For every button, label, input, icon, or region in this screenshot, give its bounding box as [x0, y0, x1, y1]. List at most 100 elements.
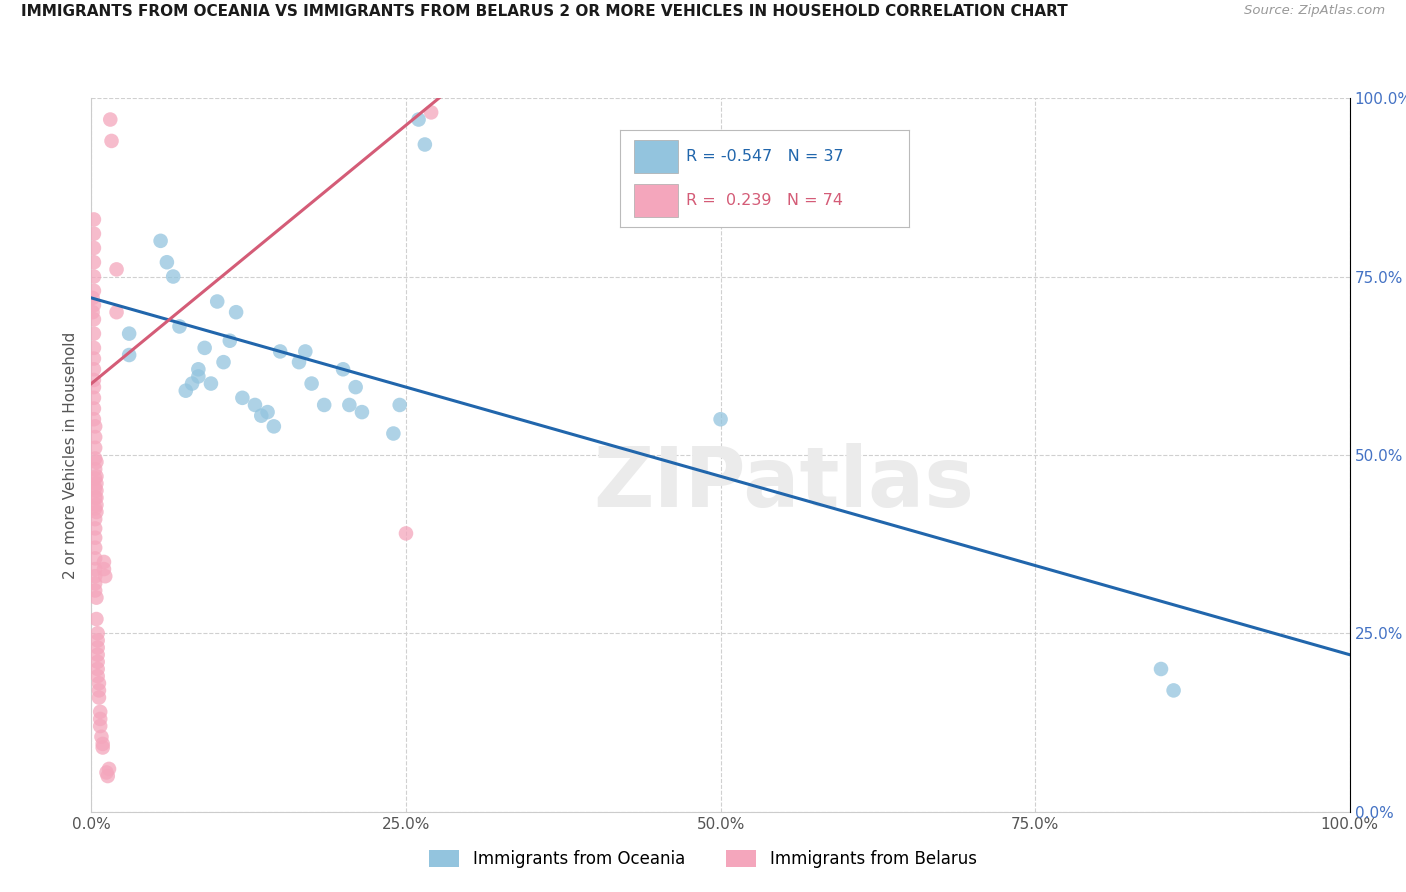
Point — [256, 405, 278, 419]
Point — [200, 376, 222, 391]
Point — [382, 426, 405, 441]
Point — [94, 569, 117, 583]
Point — [350, 405, 373, 419]
Point — [84, 569, 107, 583]
Point — [84, 512, 107, 526]
Point — [87, 683, 110, 698]
Text: ZIPatlas: ZIPatlas — [593, 443, 974, 524]
Point — [420, 105, 443, 120]
Y-axis label: 2 or more Vehicles in Household: 2 or more Vehicles in Household — [63, 331, 79, 579]
Point — [83, 269, 105, 284]
Point — [84, 551, 107, 566]
Point — [1163, 683, 1185, 698]
Point — [89, 705, 111, 719]
Point — [231, 391, 253, 405]
Point — [84, 419, 107, 434]
Point — [156, 255, 179, 269]
Point — [83, 241, 105, 255]
Point — [314, 398, 336, 412]
Point — [91, 740, 114, 755]
Point — [332, 362, 354, 376]
Point — [84, 430, 107, 444]
Point — [86, 626, 108, 640]
Point — [86, 505, 108, 519]
Point — [243, 398, 266, 412]
Point — [194, 341, 217, 355]
Point — [93, 562, 115, 576]
Point — [250, 409, 273, 423]
Legend: Immigrants from Oceania, Immigrants from Belarus: Immigrants from Oceania, Immigrants from… — [420, 842, 986, 877]
Point — [344, 380, 367, 394]
Point — [263, 419, 285, 434]
Point — [86, 591, 108, 605]
Point — [118, 348, 141, 362]
Point — [187, 369, 209, 384]
Point — [89, 719, 111, 733]
Point — [83, 373, 105, 387]
Point — [83, 255, 105, 269]
Point — [337, 398, 360, 412]
Point — [86, 483, 108, 498]
Point — [83, 212, 105, 227]
Point — [86, 491, 108, 505]
Point — [84, 471, 107, 485]
Point — [388, 398, 411, 412]
Point — [86, 640, 108, 655]
Point — [83, 284, 105, 298]
Point — [1150, 662, 1173, 676]
Point — [83, 412, 105, 426]
Point — [82, 291, 104, 305]
Point — [408, 112, 430, 127]
Point — [83, 326, 105, 341]
Point — [86, 455, 108, 469]
Point — [169, 319, 191, 334]
Point — [83, 391, 105, 405]
Point — [84, 521, 107, 535]
Point — [118, 326, 141, 341]
Point — [105, 305, 128, 319]
Point — [413, 137, 436, 152]
Point — [90, 730, 112, 744]
Point — [105, 262, 128, 277]
Point — [97, 769, 120, 783]
Point — [83, 312, 105, 326]
Point — [174, 384, 197, 398]
Point — [100, 134, 122, 148]
Point — [212, 355, 235, 369]
Point — [98, 762, 121, 776]
Point — [86, 662, 108, 676]
Point — [86, 612, 108, 626]
Point — [86, 498, 108, 512]
Point — [87, 676, 110, 690]
Point — [181, 376, 204, 391]
Point — [91, 737, 114, 751]
Point — [96, 765, 118, 780]
Point — [83, 227, 105, 241]
Text: Source: ZipAtlas.com: Source: ZipAtlas.com — [1244, 4, 1385, 18]
Point — [86, 469, 108, 483]
Point — [84, 462, 107, 476]
Point — [84, 576, 107, 591]
Point — [269, 344, 291, 359]
Point — [86, 655, 108, 669]
Point — [84, 481, 107, 495]
Point — [225, 305, 247, 319]
Point — [149, 234, 172, 248]
Point — [87, 690, 110, 705]
Point — [84, 531, 107, 545]
Point — [84, 562, 107, 576]
Point — [288, 355, 311, 369]
Text: IMMIGRANTS FROM OCEANIA VS IMMIGRANTS FROM BELARUS 2 OR MORE VEHICLES IN HOUSEHO: IMMIGRANTS FROM OCEANIA VS IMMIGRANTS FR… — [21, 4, 1067, 20]
Point — [86, 669, 108, 683]
Point — [84, 501, 107, 516]
Point — [89, 712, 111, 726]
Point — [84, 541, 107, 555]
Point — [84, 491, 107, 505]
Point — [84, 451, 107, 466]
Point — [187, 362, 209, 376]
Point — [86, 476, 108, 491]
Point — [93, 555, 115, 569]
Point — [83, 298, 105, 312]
Point — [709, 412, 731, 426]
Point — [84, 441, 107, 455]
